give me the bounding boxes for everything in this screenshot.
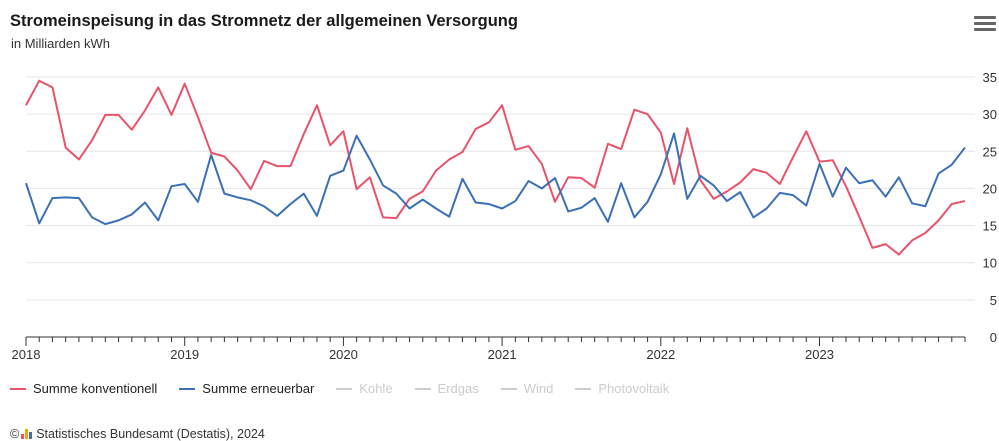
legend-label: Kohle (359, 381, 392, 396)
legend-item-photovoltaik[interactable]: Photovoltaik (575, 381, 669, 396)
series-line-summe-konventionell[interactable] (26, 81, 965, 255)
y-tick-label: 0 (990, 330, 997, 345)
x-tick-label: 2018 (12, 347, 41, 362)
x-tick-label: 2022 (646, 347, 675, 362)
legend-label: Summe erneuerbar (202, 381, 314, 396)
x-axis: 2018 2019 2020 2021 2022 2023 (12, 337, 965, 362)
legend-label: Photovoltaik (598, 381, 669, 396)
legend-item-summe-konventionell[interactable]: Summe konventionell (10, 381, 157, 396)
legend-item-wind[interactable]: Wind (501, 381, 554, 396)
x-tick-label: 2019 (170, 347, 199, 362)
legend-swatch (575, 388, 591, 390)
y-tick-label: 30 (983, 107, 997, 122)
x-tick-label: 2023 (805, 347, 834, 362)
legend-label: Summe konventionell (33, 381, 157, 396)
legend-item-summe-erneuerbar[interactable]: Summe erneuerbar (179, 381, 314, 396)
legend-swatch (179, 388, 195, 390)
x-tick-label: 2021 (488, 347, 517, 362)
legend-item-erdgas[interactable]: Erdgas (415, 381, 479, 396)
legend-swatch (10, 388, 26, 390)
legend-label: Erdgas (438, 381, 479, 396)
copyright-symbol: © (10, 427, 19, 441)
series-layer (26, 81, 965, 255)
y-tick-label: 35 (983, 70, 997, 85)
x-tick-label: 2020 (329, 347, 358, 362)
y-tick-label: 10 (983, 256, 997, 271)
legend-swatch (415, 388, 431, 390)
source-credit: © Statistisches Bundesamt (Destatis), 20… (10, 427, 265, 441)
logo-bar (21, 434, 24, 439)
series-line-summe-erneuerbar[interactable] (26, 133, 965, 224)
y-tick-label: 5 (990, 293, 997, 308)
y-axis: 0 5 10 15 20 25 30 35 (983, 70, 997, 345)
y-tick-label: 15 (983, 219, 997, 234)
legend-item-kohle[interactable]: Kohle (336, 381, 392, 396)
legend-swatch (336, 388, 352, 390)
source-text: Statistisches Bundesamt (Destatis), 2024 (36, 427, 265, 441)
legend-label: Wind (524, 381, 554, 396)
y-tick-label: 20 (983, 181, 997, 196)
legend-swatch (501, 388, 517, 390)
y-tick-label: 25 (983, 144, 997, 159)
legend: Summe konventionell Summe erneuerbar Koh… (10, 381, 691, 396)
